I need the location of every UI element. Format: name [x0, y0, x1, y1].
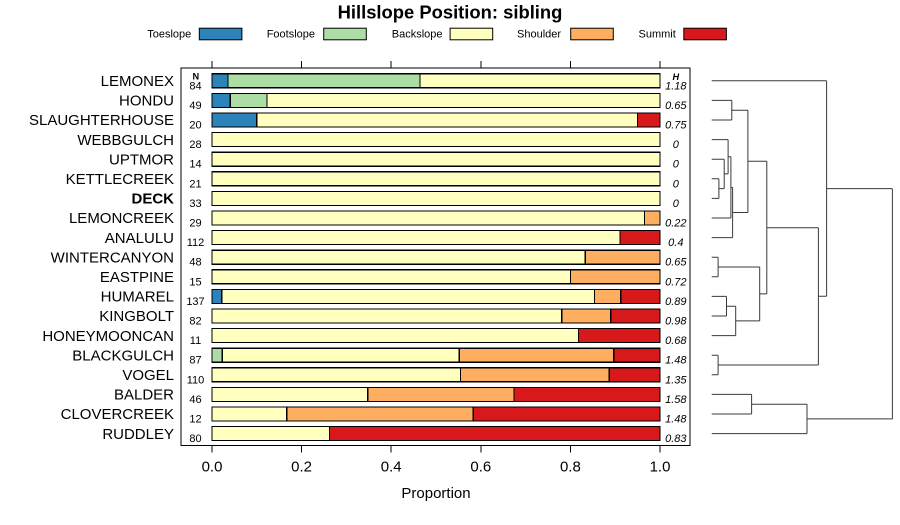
svg-text:LEMONCREEK: LEMONCREEK: [69, 210, 174, 227]
svg-text:CLOVERCREEK: CLOVERCREEK: [61, 406, 174, 423]
svg-text:ANALULU: ANALULU: [105, 230, 174, 247]
svg-text:0.89: 0.89: [665, 296, 686, 308]
svg-text:1.35: 1.35: [665, 374, 687, 386]
svg-text:SLAUGHTERHOUSE: SLAUGHTERHOUSE: [29, 112, 174, 129]
svg-text:14: 14: [189, 159, 201, 171]
svg-text:VOGEL: VOGEL: [122, 367, 174, 384]
svg-text:0.75: 0.75: [665, 120, 687, 132]
svg-text:20: 20: [189, 120, 201, 132]
svg-text:80: 80: [189, 433, 201, 445]
svg-text:1.18: 1.18: [665, 80, 687, 92]
svg-text:BLACKGULCH: BLACKGULCH: [72, 347, 174, 364]
svg-text:HUMAREL: HUMAREL: [101, 289, 174, 306]
svg-text:1.48: 1.48: [665, 355, 687, 367]
svg-text:48: 48: [189, 257, 201, 269]
svg-text:WINTERCANYON: WINTERCANYON: [51, 249, 174, 266]
svg-text:11: 11: [190, 335, 201, 347]
svg-text:HONEYMOONCAN: HONEYMOONCAN: [42, 328, 174, 345]
svg-text:0.8: 0.8: [560, 459, 581, 476]
svg-text:Summit: Summit: [639, 28, 676, 40]
svg-text:110: 110: [187, 374, 205, 386]
svg-text:112: 112: [187, 237, 205, 249]
svg-text:Footslope: Footslope: [267, 28, 315, 40]
svg-text:KINGBOLT: KINGBOLT: [99, 308, 174, 325]
svg-text:Backslope: Backslope: [392, 28, 443, 40]
svg-text:Shoulder: Shoulder: [517, 28, 561, 40]
svg-text:0.6: 0.6: [470, 459, 491, 476]
svg-text:0: 0: [673, 198, 680, 210]
svg-text:Proportion: Proportion: [401, 485, 470, 502]
svg-text:46: 46: [189, 394, 201, 406]
svg-text:H: H: [672, 72, 679, 82]
svg-text:LEMONEX: LEMONEX: [101, 73, 174, 90]
svg-text:49: 49: [189, 100, 201, 112]
svg-text:28: 28: [189, 139, 201, 151]
svg-text:0.22: 0.22: [665, 218, 686, 230]
svg-text:137: 137: [186, 296, 204, 308]
svg-text:12: 12: [189, 414, 201, 426]
svg-text:0: 0: [673, 139, 680, 151]
svg-text:EASTPINE: EASTPINE: [100, 269, 174, 286]
svg-text:82: 82: [189, 316, 201, 328]
svg-text:84: 84: [189, 80, 201, 92]
svg-text:0: 0: [673, 159, 680, 171]
svg-text:DECK: DECK: [131, 191, 174, 208]
svg-text:WEBBGULCH: WEBBGULCH: [77, 132, 174, 149]
svg-text:0.83: 0.83: [665, 433, 687, 445]
svg-text:1.0: 1.0: [650, 459, 671, 476]
svg-text:0.65: 0.65: [665, 100, 687, 112]
svg-text:15: 15: [189, 276, 201, 288]
svg-text:0.68: 0.68: [665, 335, 687, 347]
svg-text:BALDER: BALDER: [114, 387, 174, 404]
svg-text:HONDU: HONDU: [119, 93, 174, 110]
svg-text:87: 87: [189, 355, 201, 367]
svg-text:Toeslope: Toeslope: [147, 28, 191, 40]
svg-text:0.2: 0.2: [291, 459, 312, 476]
svg-text:21: 21: [189, 178, 201, 190]
svg-text:0.65: 0.65: [665, 257, 687, 269]
svg-text:Hillslope Position: sibling: Hillslope Position: sibling: [338, 2, 563, 23]
svg-text:1.48: 1.48: [665, 414, 687, 426]
svg-text:0: 0: [673, 178, 680, 190]
svg-text:1.58: 1.58: [665, 394, 687, 406]
svg-text:0.98: 0.98: [665, 316, 687, 328]
svg-text:29: 29: [189, 218, 201, 230]
svg-text:N: N: [192, 71, 199, 81]
svg-text:KETTLECREEK: KETTLECREEK: [66, 171, 174, 188]
svg-text:UPTMOR: UPTMOR: [109, 151, 174, 168]
svg-text:RUDDLEY: RUDDLEY: [102, 426, 174, 443]
svg-text:33: 33: [189, 198, 201, 210]
svg-text:0.4: 0.4: [668, 237, 683, 249]
svg-text:0.4: 0.4: [381, 459, 402, 476]
svg-text:0.72: 0.72: [665, 276, 686, 288]
svg-text:0.0: 0.0: [202, 459, 223, 476]
